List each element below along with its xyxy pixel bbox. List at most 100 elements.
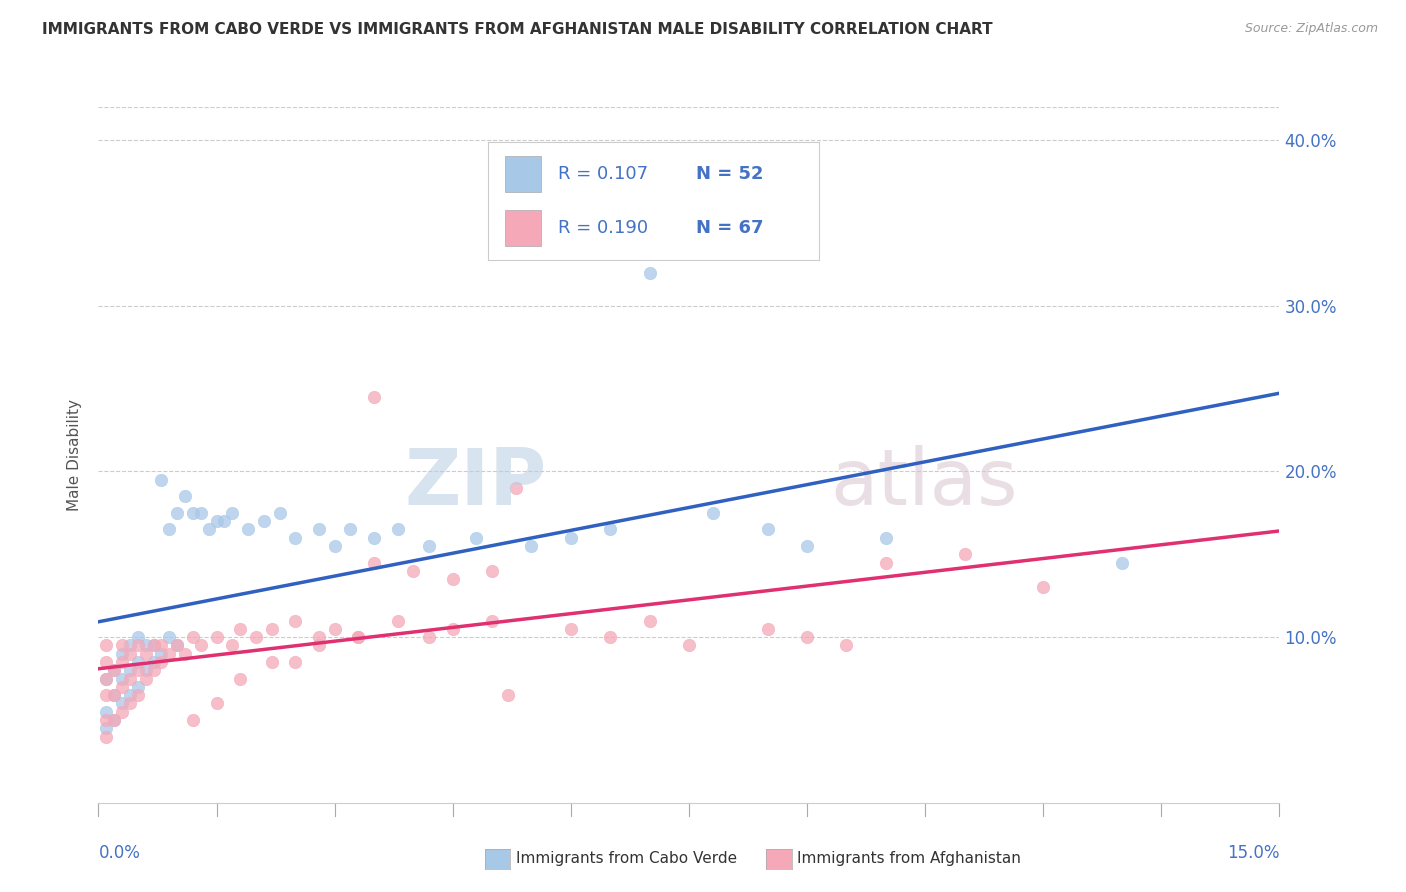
Point: [481, 564, 503, 578]
Point: [1111, 556, 1133, 570]
Point: [96, 639, 118, 653]
Point: [560, 622, 582, 636]
Point: [150, 655, 173, 669]
Point: [284, 655, 307, 669]
Point: [387, 614, 409, 628]
Point: [181, 506, 204, 520]
Point: [441, 572, 464, 586]
Point: [142, 639, 165, 653]
Point: [387, 523, 409, 537]
Point: [496, 688, 519, 702]
Point: [127, 663, 149, 677]
Point: [181, 630, 204, 644]
Point: [103, 688, 125, 702]
Point: [96, 672, 118, 686]
Point: [103, 713, 125, 727]
Point: [150, 473, 173, 487]
Point: [875, 556, 897, 570]
Point: [96, 655, 118, 669]
Point: [347, 630, 370, 644]
Text: R = 0.107: R = 0.107: [558, 165, 648, 183]
Point: [166, 506, 188, 520]
Point: [245, 630, 267, 644]
Text: N = 67: N = 67: [696, 219, 763, 237]
Point: [174, 647, 197, 661]
Text: N = 52: N = 52: [696, 165, 763, 183]
Point: [441, 622, 464, 636]
Point: [118, 663, 141, 677]
Point: [599, 630, 621, 644]
Point: [702, 506, 724, 520]
Point: [308, 639, 330, 653]
Point: [127, 655, 149, 669]
Point: [127, 688, 149, 702]
Point: [96, 672, 118, 686]
Point: [599, 523, 621, 537]
Point: [402, 564, 425, 578]
Point: [142, 639, 165, 653]
Point: [127, 630, 149, 644]
Point: [284, 531, 307, 545]
Point: [363, 390, 385, 404]
Text: Immigrants from Afghanistan: Immigrants from Afghanistan: [797, 852, 1021, 866]
Point: [418, 539, 440, 553]
Point: [465, 531, 488, 545]
Point: [269, 506, 291, 520]
Point: [221, 506, 243, 520]
Point: [796, 539, 818, 553]
Point: [111, 639, 134, 653]
Point: [96, 688, 118, 702]
Point: [174, 489, 197, 503]
Point: [323, 622, 346, 636]
Point: [796, 630, 818, 644]
Point: [560, 531, 582, 545]
Bar: [505, 156, 541, 192]
Text: R = 0.190: R = 0.190: [558, 219, 648, 237]
Point: [135, 663, 157, 677]
Point: [481, 614, 503, 628]
Text: Source: ZipAtlas.com: Source: ZipAtlas.com: [1244, 22, 1378, 36]
Point: [190, 639, 212, 653]
Point: [135, 647, 157, 661]
Point: [205, 697, 228, 711]
Point: [875, 531, 897, 545]
Point: [118, 639, 141, 653]
Point: [157, 647, 180, 661]
Point: [142, 663, 165, 677]
Point: [111, 655, 134, 669]
Point: [150, 647, 173, 661]
Point: [190, 506, 212, 520]
Point: [638, 266, 661, 280]
Text: IMMIGRANTS FROM CABO VERDE VS IMMIGRANTS FROM AFGHANISTAN MALE DISABILITY CORREL: IMMIGRANTS FROM CABO VERDE VS IMMIGRANTS…: [42, 22, 993, 37]
Point: [150, 639, 173, 653]
Point: [323, 539, 346, 553]
Point: [229, 622, 252, 636]
Text: ZIP: ZIP: [405, 445, 547, 521]
Point: [96, 721, 118, 735]
Point: [111, 697, 134, 711]
Point: [284, 614, 307, 628]
Point: [118, 647, 141, 661]
Point: [157, 523, 180, 537]
Point: [347, 630, 370, 644]
Point: [96, 730, 118, 744]
Point: [103, 663, 125, 677]
Point: [96, 713, 118, 727]
Point: [678, 639, 700, 653]
Point: [111, 672, 134, 686]
Point: [953, 547, 976, 561]
Text: 0.0%: 0.0%: [98, 844, 141, 863]
Text: atlas: atlas: [831, 445, 1018, 521]
Point: [520, 539, 543, 553]
Point: [157, 630, 180, 644]
Point: [214, 514, 236, 528]
Point: [135, 672, 157, 686]
Bar: [505, 211, 541, 246]
Point: [205, 630, 228, 644]
Point: [103, 713, 125, 727]
Point: [253, 514, 276, 528]
Point: [638, 614, 661, 628]
Point: [1032, 581, 1054, 595]
Point: [181, 713, 204, 727]
Point: [835, 639, 858, 653]
